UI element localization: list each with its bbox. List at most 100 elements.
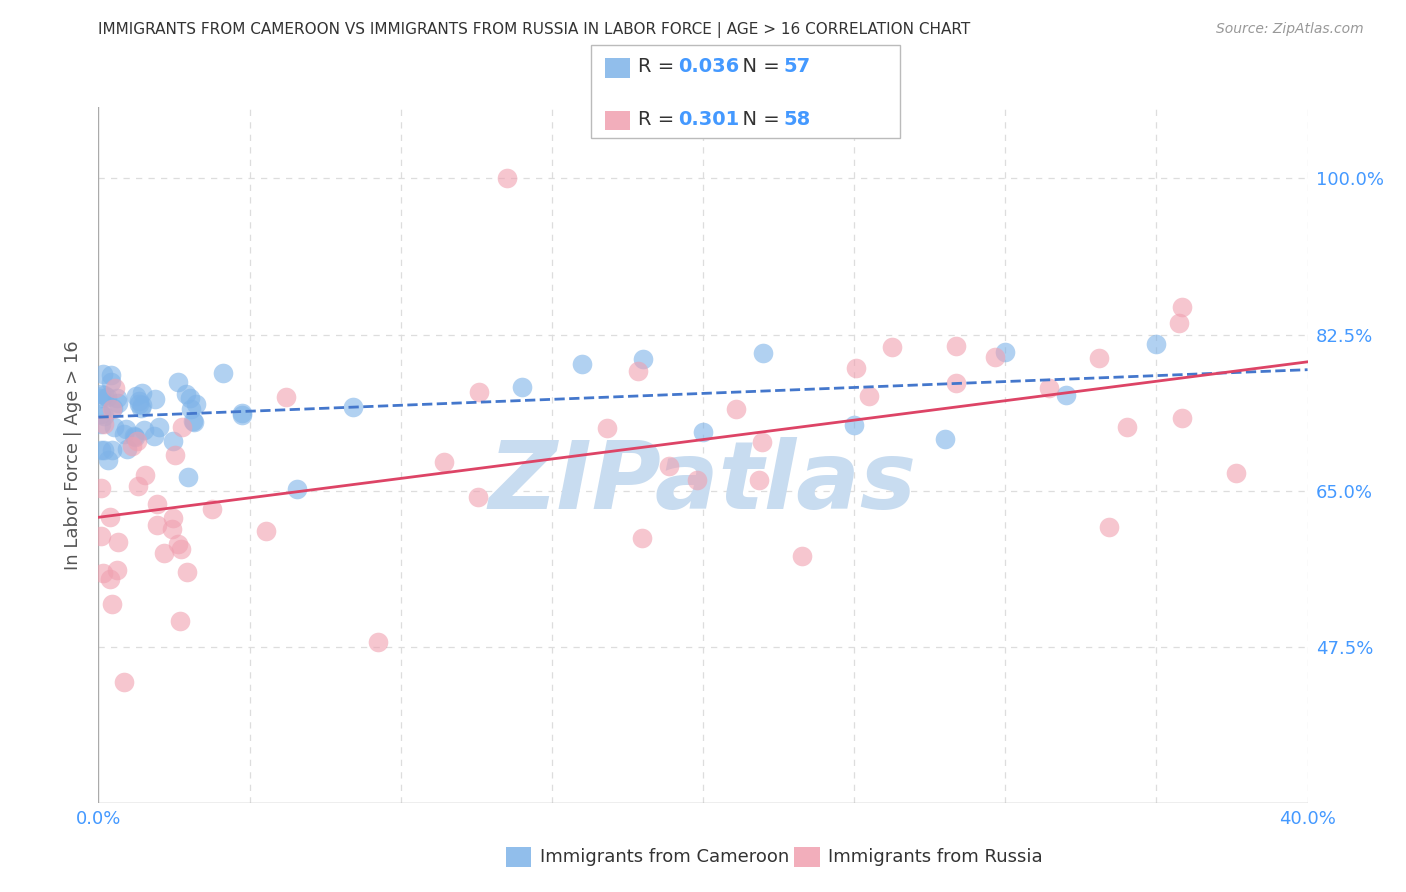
Point: [692, 425, 714, 439]
Point: [1115, 420, 1137, 434]
Point: [945, 376, 967, 391]
Point: [200, 502, 222, 516]
Point: [183, 415, 205, 429]
Point: [96, 390, 118, 404]
Point: [183, 414, 205, 428]
Point: [1087, 351, 1109, 366]
Point: [127, 478, 149, 492]
Point: [1097, 520, 1119, 534]
Text: R =: R =: [638, 57, 681, 77]
Point: [101, 597, 124, 611]
Point: [167, 537, 190, 551]
Point: [342, 400, 364, 414]
Point: [1225, 466, 1247, 480]
Point: [174, 387, 197, 401]
Point: [97, 453, 120, 467]
Text: 57: 57: [783, 57, 810, 77]
Point: [131, 385, 153, 400]
Point: [748, 474, 770, 488]
Point: [792, 549, 814, 563]
Text: 0.036: 0.036: [678, 57, 740, 77]
Point: [153, 546, 176, 560]
Point: [114, 422, 136, 436]
Text: Immigrants from Russia: Immigrants from Russia: [828, 848, 1043, 866]
Point: [105, 391, 128, 405]
Point: [231, 406, 253, 420]
Point: [686, 473, 709, 487]
Point: [212, 366, 235, 380]
Point: [90, 481, 112, 495]
Point: [752, 346, 775, 360]
Point: [162, 510, 184, 524]
Point: [254, 524, 277, 539]
Point: [93, 417, 115, 431]
Point: [145, 518, 167, 533]
Point: [131, 398, 153, 412]
Text: Immigrants from Cameroon: Immigrants from Cameroon: [540, 848, 789, 866]
Point: [107, 535, 129, 549]
Text: N =: N =: [730, 110, 786, 129]
Point: [98, 510, 121, 524]
Point: [148, 420, 170, 434]
Point: [631, 532, 654, 546]
Point: [100, 375, 122, 389]
Point: [180, 402, 202, 417]
Point: [101, 401, 124, 416]
Point: [132, 423, 155, 437]
Point: [107, 395, 129, 409]
Point: [117, 442, 139, 456]
Point: [468, 385, 491, 400]
Point: [751, 435, 773, 450]
Point: [367, 635, 389, 649]
Point: [124, 430, 146, 444]
Point: [495, 171, 517, 186]
Point: [91, 367, 114, 381]
Point: [112, 426, 135, 441]
Point: [90, 387, 112, 401]
Point: [510, 380, 533, 394]
Point: [571, 357, 593, 371]
Point: [994, 345, 1017, 359]
Point: [1144, 336, 1167, 351]
Point: [844, 418, 866, 433]
Point: [285, 482, 308, 496]
Point: [90, 529, 112, 543]
Point: [179, 392, 201, 406]
Point: [124, 389, 146, 403]
Point: [98, 572, 121, 586]
Point: [90, 443, 112, 458]
Point: [169, 614, 191, 628]
Text: Source: ZipAtlas.com: Source: ZipAtlas.com: [1216, 22, 1364, 37]
Point: [134, 468, 156, 483]
Point: [231, 408, 253, 422]
Point: [93, 409, 115, 424]
Text: 40.0%: 40.0%: [1279, 810, 1336, 828]
Point: [467, 490, 489, 504]
Point: [128, 394, 150, 409]
Point: [93, 388, 115, 402]
Point: [984, 351, 1007, 365]
Point: [93, 443, 115, 458]
Point: [160, 523, 183, 537]
Point: [945, 338, 967, 352]
Point: [1038, 380, 1060, 394]
Text: R =: R =: [638, 110, 681, 129]
Point: [882, 340, 904, 354]
Point: [176, 566, 198, 580]
Point: [1054, 388, 1077, 402]
Point: [100, 368, 122, 382]
Point: [143, 429, 166, 443]
Point: [121, 439, 143, 453]
Point: [90, 407, 112, 421]
Point: [90, 417, 112, 432]
Y-axis label: In Labor Force | Age > 16: In Labor Force | Age > 16: [65, 340, 83, 570]
Point: [1171, 300, 1194, 314]
Point: [104, 382, 127, 396]
Point: [101, 401, 124, 416]
Point: [101, 443, 124, 458]
Point: [631, 352, 654, 367]
Text: IMMIGRANTS FROM CAMEROON VS IMMIGRANTS FROM RUSSIA IN LABOR FORCE | AGE > 16 COR: IMMIGRANTS FROM CAMEROON VS IMMIGRANTS F…: [98, 22, 970, 38]
Point: [858, 389, 880, 403]
Point: [162, 434, 184, 448]
Text: ZIPatlas: ZIPatlas: [489, 437, 917, 529]
